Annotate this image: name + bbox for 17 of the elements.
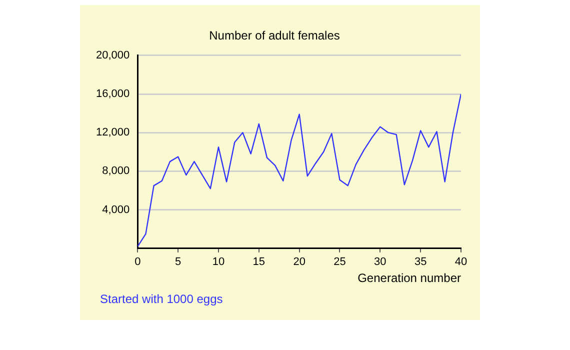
x-tick-label: 20 (293, 256, 306, 268)
x-tick-label: 35 (414, 256, 427, 268)
x-tick-label: 30 (374, 256, 386, 268)
y-tick-label: 4,000 (102, 204, 130, 216)
x-tick-label: 15 (252, 256, 266, 268)
y-tick-label: 8,000 (102, 165, 130, 178)
y-tick-label: 20,000 (96, 49, 130, 62)
x-tick-label: 10 (212, 256, 225, 268)
y-tick-label: 16,000 (96, 88, 130, 100)
x-tick-label: 40 (454, 256, 468, 268)
y-tick-label: 12,000 (96, 126, 130, 139)
x-tick-label: 0 (134, 256, 141, 268)
x-axis-title: Generation number (358, 271, 461, 286)
chart-title: Number of adult females (209, 28, 340, 43)
x-tick-label: 25 (334, 256, 346, 268)
x-tick-label: 5 (175, 256, 182, 268)
text: Started with 1000 eggs (100, 292, 223, 306)
